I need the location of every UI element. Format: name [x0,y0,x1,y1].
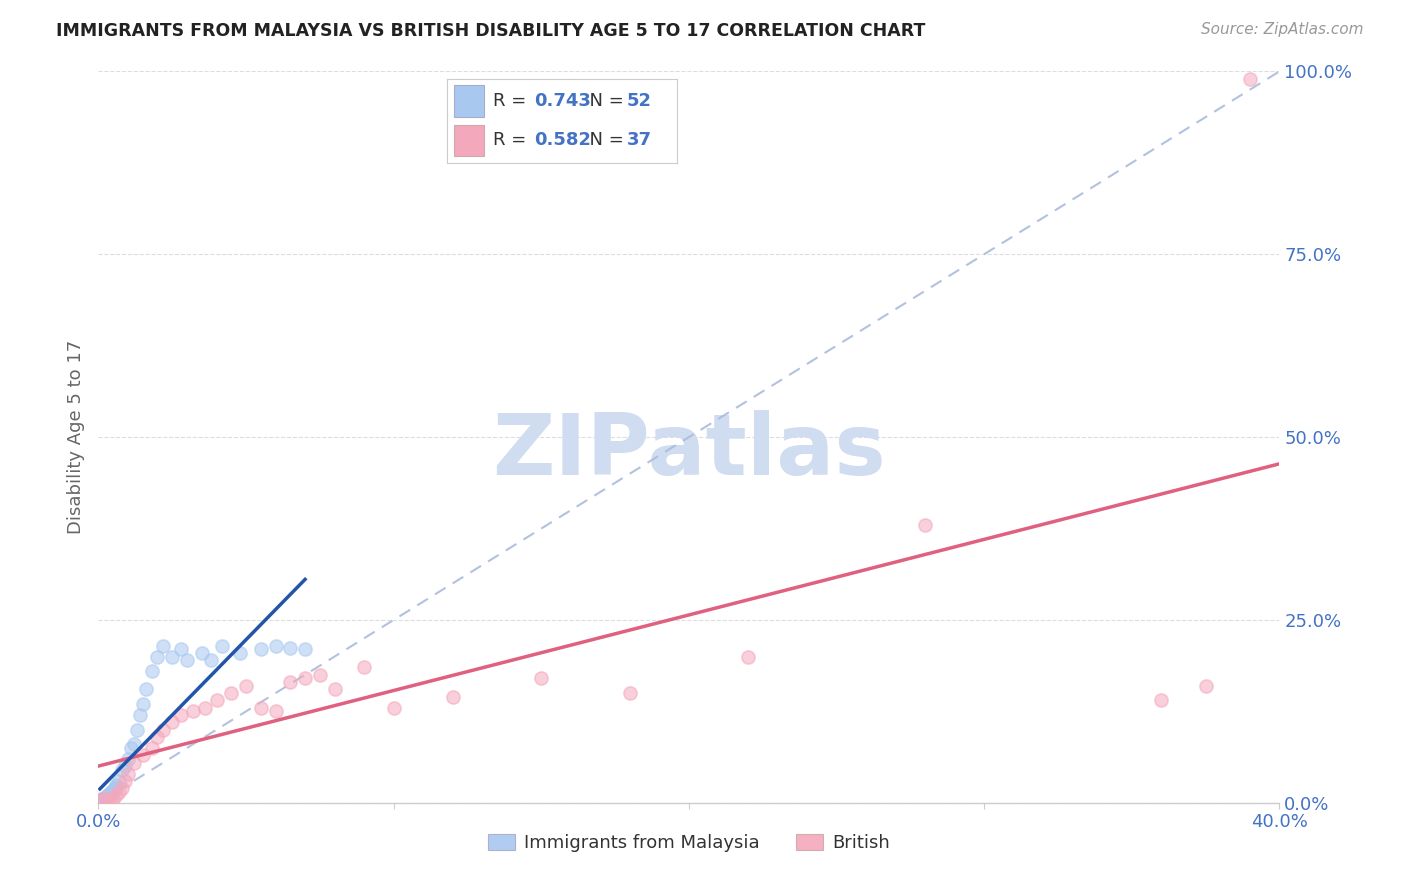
Point [170,642,193,657]
Point [132,748,155,763]
Point [221,686,243,700]
Point [93,792,115,806]
Point [250,642,273,657]
Point [294,672,316,686]
Point [1195,679,1218,693]
Point [120,740,142,755]
Point [103,784,125,798]
Point [141,664,163,678]
Point [114,773,136,788]
Point [91,792,114,806]
Point [1239,71,1261,86]
Point [96,789,118,804]
Point [211,639,233,653]
Point [280,640,302,655]
Point [530,672,553,686]
Legend: Immigrants from Malaysia, British: Immigrants from Malaysia, British [481,827,897,860]
Point [108,785,131,799]
Point [91,793,114,807]
Point [96,789,118,804]
Point [152,723,174,737]
Point [250,700,273,714]
Point [91,793,114,807]
Point [96,789,118,804]
Point [100,786,122,800]
Point [117,752,139,766]
Point [104,781,127,796]
Point [235,679,257,693]
Point [98,792,121,806]
Point [90,792,112,806]
Point [309,667,332,681]
Point [181,705,204,719]
Point [135,682,157,697]
Point [294,642,316,657]
Point [152,639,174,653]
Point [264,705,287,719]
Point [170,708,193,723]
Point [105,778,128,792]
Point [93,791,115,805]
Point [176,653,198,667]
Point [90,794,112,808]
Point [146,730,169,744]
Text: ZIPatlas: ZIPatlas [492,410,886,493]
Point [162,649,183,664]
Point [264,639,287,653]
Point [353,660,375,674]
Text: IMMIGRANTS FROM MALAYSIA VS BRITISH DISABILITY AGE 5 TO 17 CORRELATION CHART: IMMIGRANTS FROM MALAYSIA VS BRITISH DISA… [56,22,925,40]
Point [98,787,121,801]
Point [194,700,217,714]
Point [382,700,405,714]
Point [200,653,222,667]
Point [280,675,302,690]
Point [191,646,214,660]
Point [93,792,115,806]
Point [117,766,139,780]
Point [94,791,117,805]
Point [90,794,112,808]
Point [737,649,759,664]
Point [122,737,145,751]
Point [108,773,131,788]
Text: Source: ZipAtlas.com: Source: ZipAtlas.com [1201,22,1364,37]
Point [94,790,117,805]
Point [323,682,346,697]
Point [98,786,121,800]
Point [111,781,134,796]
Point [1150,693,1173,707]
Point [89,794,111,808]
Point [100,785,122,799]
Point [619,686,641,700]
Point [97,789,120,803]
Point [97,789,120,803]
Point [122,756,145,770]
Point [132,697,155,711]
Point [205,693,228,707]
Point [125,723,148,737]
Point [146,649,169,664]
Point [93,792,115,806]
Point [441,690,464,704]
Y-axis label: Disability Age 5 to 17: Disability Age 5 to 17 [66,340,84,534]
Point [105,789,128,803]
Point [162,715,183,730]
Point [103,792,125,806]
Point [94,789,117,804]
Point [229,646,252,660]
Point [91,792,114,806]
Point [141,740,163,755]
Point [105,780,128,794]
Point [103,782,125,797]
Point [914,517,936,532]
Point [114,759,136,773]
Point [111,763,134,777]
Point [94,790,117,805]
Point [128,708,150,723]
